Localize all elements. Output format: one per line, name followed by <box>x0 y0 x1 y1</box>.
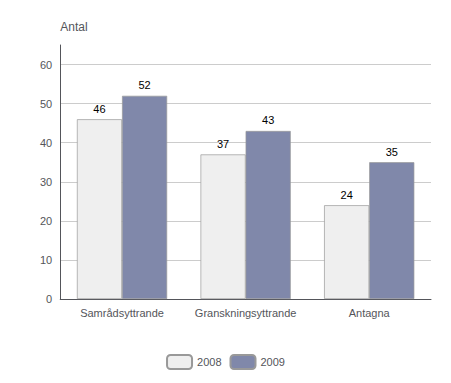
svg-text:40: 40 <box>40 137 52 149</box>
svg-text:2009: 2009 <box>261 356 285 368</box>
svg-text:Granskningsyttrande: Granskningsyttrande <box>195 307 297 319</box>
svg-text:0: 0 <box>46 293 52 305</box>
svg-text:60: 60 <box>40 59 52 71</box>
svg-text:30: 30 <box>40 176 52 188</box>
svg-text:10: 10 <box>40 254 52 266</box>
svg-text:52: 52 <box>138 79 150 91</box>
svg-text:37: 37 <box>217 138 229 150</box>
svg-text:46: 46 <box>93 103 105 115</box>
svg-text:Antal: Antal <box>60 20 87 34</box>
svg-text:43: 43 <box>262 114 274 126</box>
svg-text:50: 50 <box>40 98 52 110</box>
svg-text:24: 24 <box>341 189 353 201</box>
svg-text:Antagna: Antagna <box>349 307 391 319</box>
svg-text:20: 20 <box>40 215 52 227</box>
svg-text:2008: 2008 <box>197 356 221 368</box>
svg-text:Samrådsyttrande: Samrådsyttrande <box>80 307 164 319</box>
svg-text:35: 35 <box>386 146 398 158</box>
